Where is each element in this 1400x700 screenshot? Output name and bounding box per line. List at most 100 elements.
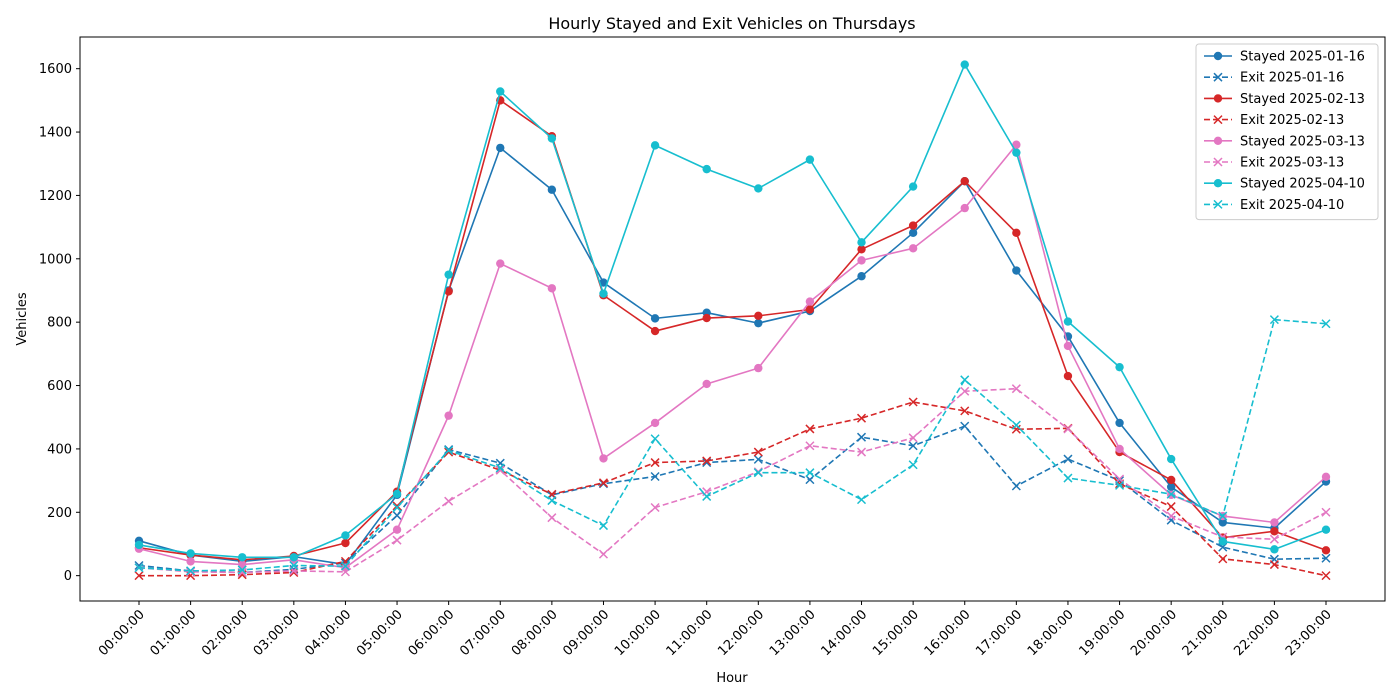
data-point <box>1166 454 1176 464</box>
legend-entry: Stayed 2025-04-10 <box>1204 177 1365 192</box>
x-tick-label: 17:00:00 <box>973 607 1025 659</box>
plot-lines <box>134 60 1331 581</box>
data-point <box>857 272 866 281</box>
data-point <box>960 375 970 385</box>
data-point <box>1166 502 1176 512</box>
data-point <box>134 563 144 573</box>
data-point <box>1166 475 1176 485</box>
legend-marker <box>1213 179 1223 188</box>
data-point <box>1063 317 1073 326</box>
data-point <box>1270 545 1279 554</box>
series-8 <box>134 315 1331 576</box>
legend-entry: Stayed 2025-02-13 <box>1204 92 1365 107</box>
data-point <box>908 182 918 191</box>
x-tick-label: 16:00:00 <box>922 607 974 659</box>
x-tick-label: 13:00:00 <box>767 607 819 659</box>
data-point <box>702 456 712 466</box>
data-point <box>599 278 608 287</box>
x-tick-label: 21:00:00 <box>1180 607 1232 659</box>
data-point <box>1321 546 1331 555</box>
y-tick-label: 1400 <box>39 126 72 141</box>
series-2 <box>134 421 1331 578</box>
legend-marker <box>1213 94 1223 103</box>
data-point <box>238 553 247 562</box>
data-point <box>392 510 402 520</box>
data-point <box>1063 473 1073 483</box>
legend-entry: Exit 2025-04-10 <box>1204 198 1344 213</box>
x-axis-ticks: 00:00:00 01:00:00 02:00:00 03:00:00 04:00:00… <box>96 601 1335 659</box>
data-point <box>908 228 918 238</box>
x-tick-label: 19:00:00 <box>1076 607 1128 659</box>
data-point <box>908 441 918 451</box>
data-point <box>908 221 918 230</box>
legend-marker <box>1213 72 1223 82</box>
legend-entry: Exit 2025-03-13 <box>1204 156 1344 171</box>
data-point <box>1011 481 1021 491</box>
x-tick-label: 04:00:00 <box>302 607 354 659</box>
data-point <box>1269 315 1279 325</box>
data-point <box>1218 518 1227 527</box>
data-point <box>753 468 763 478</box>
data-point <box>754 311 763 321</box>
data-point <box>960 203 969 213</box>
data-point <box>702 379 711 389</box>
data-point <box>857 245 866 254</box>
x-tick-label: 05:00:00 <box>354 607 406 659</box>
data-point <box>341 531 350 540</box>
data-point <box>805 155 815 164</box>
data-point <box>1115 362 1124 372</box>
y-tick-label: 800 <box>47 316 72 331</box>
data-point <box>289 553 299 562</box>
series-4 <box>134 397 1331 581</box>
plot-frame <box>79 36 1386 602</box>
data-point <box>753 454 763 464</box>
data-point <box>1166 489 1176 499</box>
x-tick-label: 12:00:00 <box>715 607 767 659</box>
data-point <box>1321 553 1331 563</box>
data-point <box>1321 472 1331 481</box>
data-point <box>1321 571 1331 581</box>
data-point <box>1218 554 1228 564</box>
x-tick-label: 07:00:00 <box>457 607 509 659</box>
data-point <box>289 567 299 578</box>
legend-entry: Stayed 2025-01-16 <box>1204 50 1365 65</box>
data-point <box>960 60 969 69</box>
data-point <box>650 326 660 336</box>
data-point <box>547 513 557 523</box>
data-point <box>547 496 557 506</box>
data-point <box>547 185 557 194</box>
x-tick-label: 18:00:00 <box>1025 607 1077 659</box>
data-point <box>1115 418 1124 428</box>
data-point <box>754 363 763 373</box>
x-tick-label: 14:00:00 <box>818 607 870 659</box>
data-point <box>650 418 660 428</box>
data-point <box>908 433 918 443</box>
x-tick-label: 11:00:00 <box>664 607 716 659</box>
data-point <box>1011 420 1021 430</box>
data-point <box>805 305 815 314</box>
data-point <box>754 184 763 193</box>
y-tick-label: 200 <box>47 506 72 521</box>
data-point <box>857 256 866 265</box>
legend: Stayed 2025-01-16 Exit 2025-01-16 Stayed 2… <box>1195 43 1379 221</box>
data-point <box>444 496 454 506</box>
x-tick-label: 09:00:00 <box>560 607 612 659</box>
data-point <box>805 424 815 434</box>
data-point <box>960 421 970 431</box>
data-point <box>1321 507 1331 517</box>
data-point <box>392 502 402 513</box>
series-5 <box>134 140 1331 572</box>
data-point <box>444 447 454 457</box>
data-point <box>1063 371 1073 381</box>
data-point <box>599 454 608 463</box>
y-tick-label: 400 <box>47 442 72 457</box>
data-point <box>340 561 350 571</box>
data-point <box>702 164 711 174</box>
y-tick-label: 600 <box>47 379 72 394</box>
data-point <box>960 176 969 186</box>
data-point <box>960 406 970 416</box>
x-tick-label: 01:00:00 <box>148 607 200 659</box>
data-point <box>650 141 660 150</box>
series-3 <box>134 96 1331 565</box>
data-point <box>960 386 970 396</box>
